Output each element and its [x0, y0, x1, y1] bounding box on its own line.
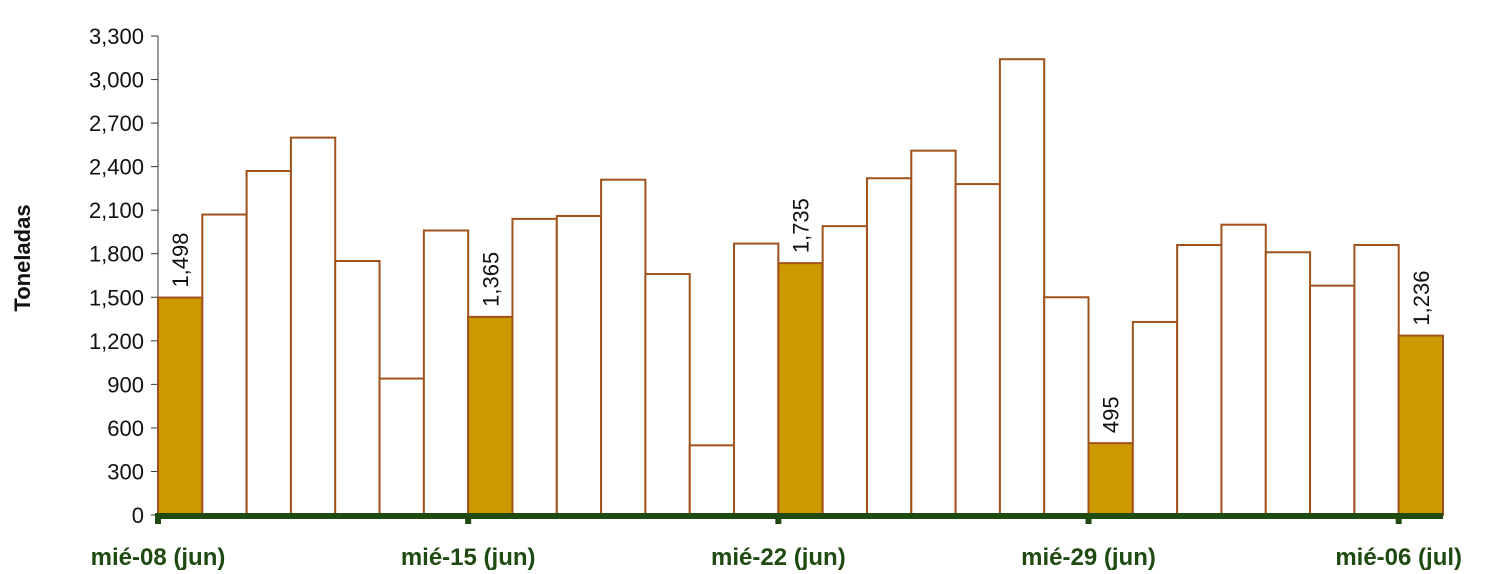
- bar: [511, 217, 558, 516]
- bar-highlighted: [777, 262, 824, 516]
- x-tick-label: mié-29 (jun): [1021, 544, 1156, 571]
- y-tick-label: 2,400: [89, 155, 144, 180]
- bar: [555, 214, 603, 517]
- y-tick-label: 0: [132, 503, 144, 528]
- x-tick-label: mié-22 (jun): [711, 544, 846, 571]
- bar-highlighted: [1087, 442, 1134, 516]
- bar: [378, 377, 425, 516]
- bar: [821, 225, 868, 516]
- y-axis-title: Toneladas: [10, 204, 35, 311]
- data-label: 1,236: [1409, 271, 1434, 326]
- x-axis: mié-08 (jun) mié-15 (jun) mié-22 (jun) mié-…: [91, 513, 1462, 571]
- bar-highlighted: [1397, 334, 1444, 516]
- bar: [334, 259, 381, 517]
- bar: [1309, 284, 1356, 516]
- bar: [954, 183, 1001, 517]
- bar: [998, 58, 1046, 516]
- y-tick-label: 3,300: [89, 24, 144, 49]
- bar: [688, 444, 736, 516]
- y-tick-label: 1,200: [89, 329, 144, 354]
- y-tick-label: 600: [107, 416, 144, 441]
- y-tick-label: 900: [107, 372, 144, 397]
- y-tick-label: 3,000: [89, 68, 144, 93]
- bar: [1353, 244, 1400, 517]
- x-tick-label: mié-08 (jun): [91, 544, 226, 571]
- bar: [733, 242, 780, 516]
- y-tick-label: 1,500: [89, 285, 144, 310]
- y-tick-label: 2,700: [89, 111, 144, 136]
- y-tick-label: 2,100: [89, 198, 144, 223]
- x-tick-label: mié-06 (jul): [1335, 544, 1462, 571]
- data-label: 1,735: [789, 198, 814, 253]
- bar: [422, 229, 470, 516]
- bar: [644, 273, 691, 516]
- bar: [1264, 251, 1312, 516]
- bars: [157, 58, 1444, 517]
- bar: [865, 177, 913, 516]
- data-label: 1,365: [478, 252, 503, 307]
- bar: [600, 178, 647, 516]
- data-label: 1,498: [168, 232, 193, 287]
- bar: [245, 169, 292, 517]
- bar: [1176, 244, 1223, 517]
- x-tick-label: mié-15 (jun): [401, 544, 536, 571]
- bar: [1043, 296, 1090, 516]
- data-labels: 1,498 1,365 1,735 495 1,236: [168, 198, 1434, 433]
- bar-highlighted: [157, 296, 204, 516]
- y-tick-label: 1,800: [89, 242, 144, 267]
- bar: [201, 213, 248, 516]
- data-label: 495: [1099, 396, 1124, 433]
- bar: [1131, 320, 1179, 517]
- bar-highlighted: [467, 315, 514, 516]
- y-axis: 0 300 600 900 1,200 1,500 1,800 2,100 2,400 2,700…: [89, 24, 159, 528]
- bar: [1220, 223, 1267, 516]
- y-tick-label: 300: [107, 459, 144, 484]
- bar: [910, 149, 957, 516]
- bar: [289, 136, 337, 517]
